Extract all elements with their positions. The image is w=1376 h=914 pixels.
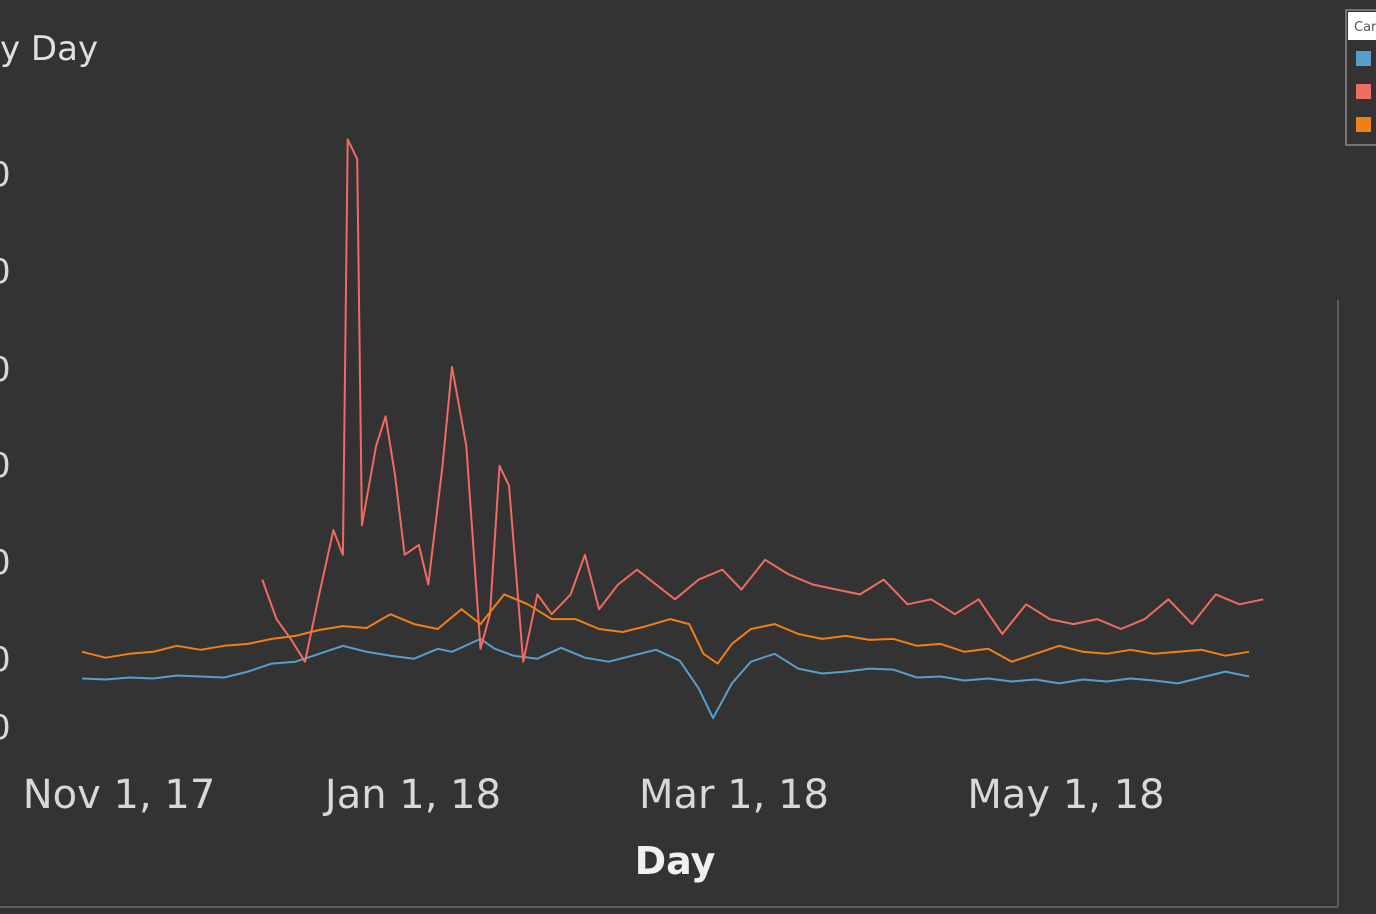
x-tick-label: Nov 1, 17: [23, 772, 216, 818]
y-tick-label: 0: [0, 640, 11, 680]
series-line-3: [81, 593, 1250, 665]
y-tick-label: 0: [0, 708, 11, 748]
chart-title: y Day: [0, 29, 98, 69]
x-tick-label: May 1, 18: [967, 772, 1164, 818]
x-tick-label: Mar 1, 18: [639, 772, 829, 818]
legend-swatch[interactable]: [1356, 117, 1371, 132]
legend-header: [1348, 12, 1376, 40]
series-lines: [81, 138, 1264, 720]
legend-title: Car: [1354, 20, 1376, 35]
legend: Car: [1345, 9, 1376, 146]
legend-items: [1356, 51, 1371, 132]
legend-swatch[interactable]: [1356, 51, 1371, 66]
x-axis-ticks: Nov 1, 17 Jan 1, 18 Mar 1, 18 May 1, 18: [23, 772, 1165, 818]
x-axis-title: Day: [635, 839, 716, 883]
y-tick-label: 0: [0, 543, 11, 583]
series-line-1: [81, 637, 1250, 720]
y-tick-label: 0: [0, 252, 11, 292]
y-tick-label: 0: [0, 155, 11, 195]
legend-swatch[interactable]: [1356, 84, 1371, 99]
series-line-2: [261, 138, 1264, 663]
y-axis-ticks: 0 0 0 0 0 0 0: [0, 155, 11, 748]
y-tick-label: 0: [0, 446, 11, 486]
y-tick-label: 0: [0, 350, 11, 390]
x-tick-label: Jan 1, 18: [322, 772, 501, 818]
